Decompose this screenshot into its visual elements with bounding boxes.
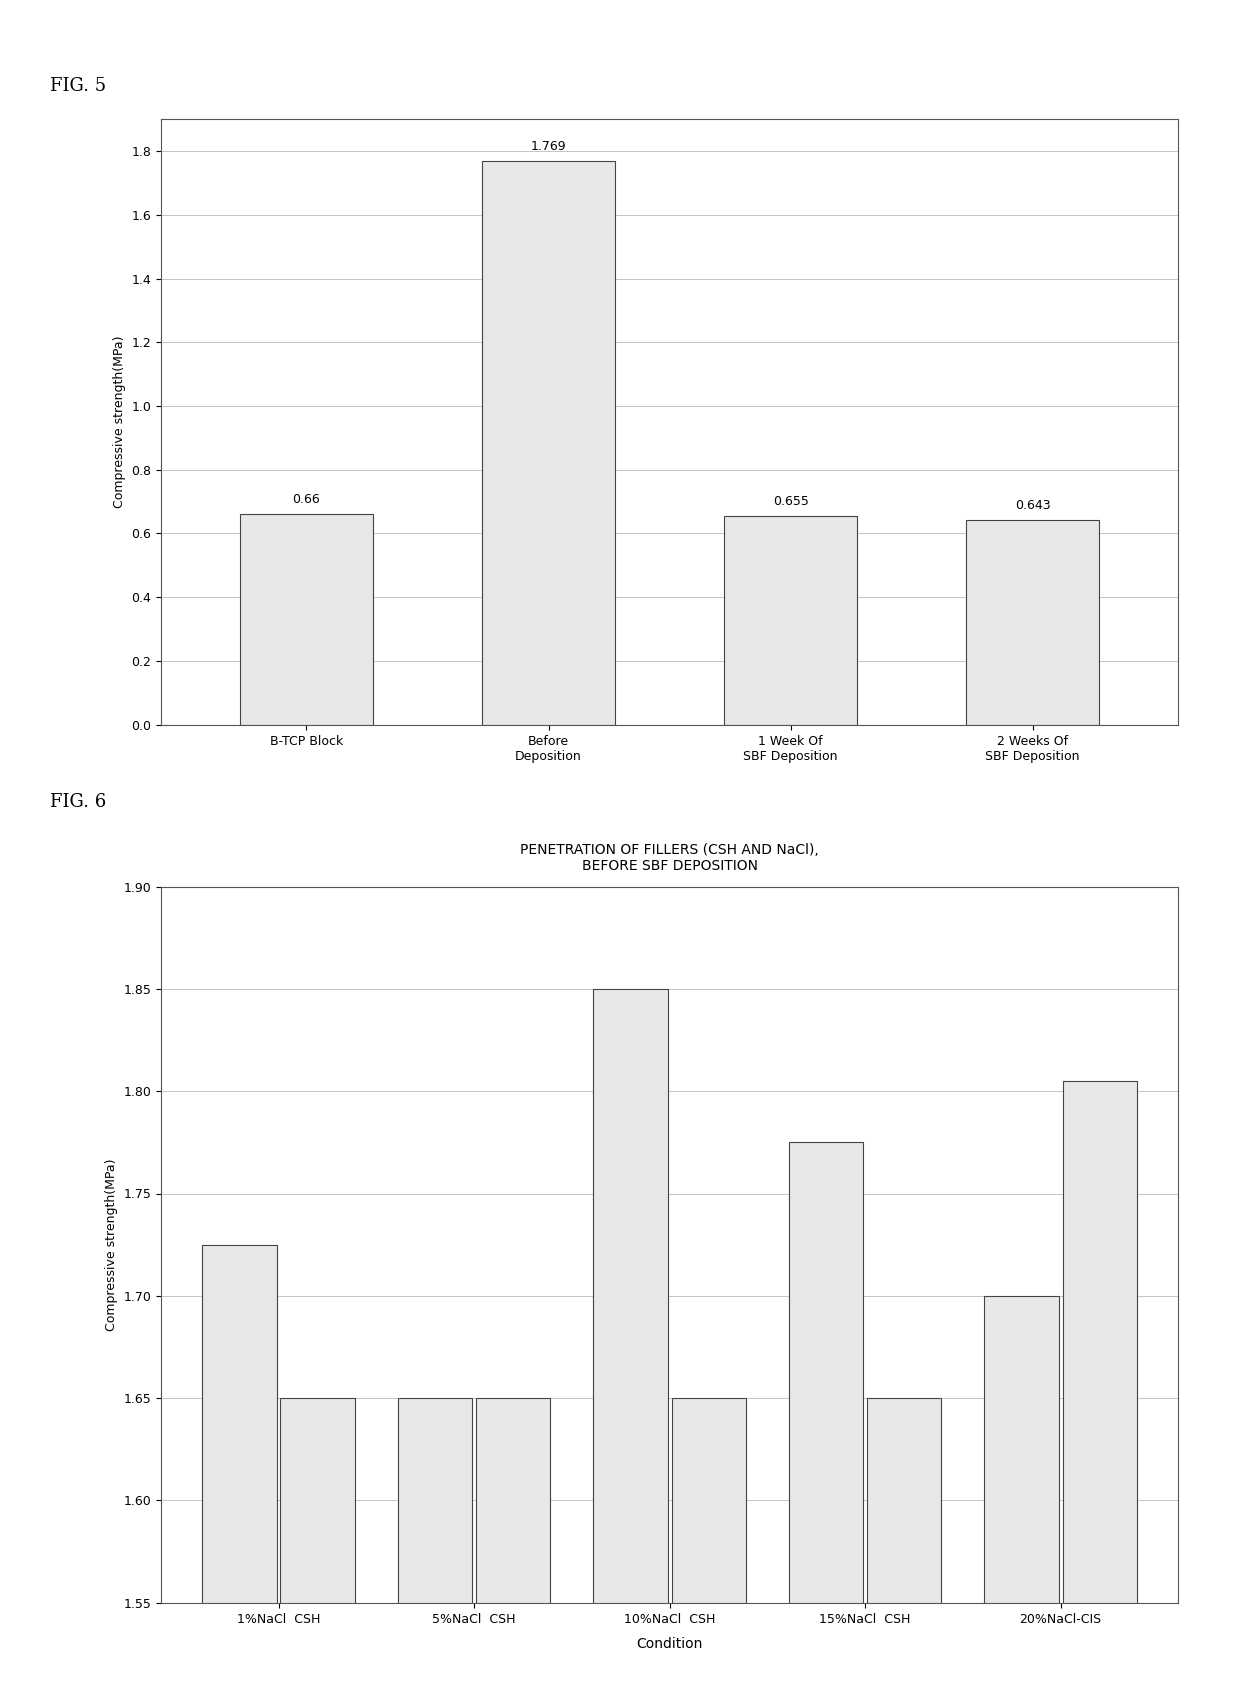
Y-axis label: Compressive strength(MPa): Compressive strength(MPa)	[105, 1158, 118, 1332]
Bar	[867, 1398, 941, 1705]
Text: 1.769: 1.769	[531, 140, 567, 153]
Bar	[985, 1296, 1059, 1705]
Bar	[202, 1245, 277, 1705]
Bar	[398, 1398, 472, 1705]
Bar	[482, 160, 615, 725]
Bar	[239, 515, 373, 725]
Bar	[476, 1398, 551, 1705]
Text: FIG. 5: FIG. 5	[50, 77, 105, 95]
Bar	[966, 520, 1100, 725]
Title: PENETRATION OF FILLERS (CSH AND NaCl),
BEFORE SBF DEPOSITION: PENETRATION OF FILLERS (CSH AND NaCl), B…	[521, 842, 818, 873]
Bar	[594, 989, 667, 1705]
Text: 0.655: 0.655	[773, 494, 808, 508]
Bar	[280, 1398, 355, 1705]
Text: 0.66: 0.66	[293, 493, 320, 506]
Y-axis label: Compressive strength(MPa): Compressive strength(MPa)	[113, 336, 126, 508]
X-axis label: Condition: Condition	[636, 1637, 703, 1650]
Bar	[789, 1142, 863, 1705]
Bar	[1063, 1081, 1137, 1705]
Bar	[672, 1398, 745, 1705]
Text: FIG. 6: FIG. 6	[50, 793, 105, 812]
Bar	[724, 517, 857, 725]
Text: 0.643: 0.643	[1014, 500, 1050, 512]
